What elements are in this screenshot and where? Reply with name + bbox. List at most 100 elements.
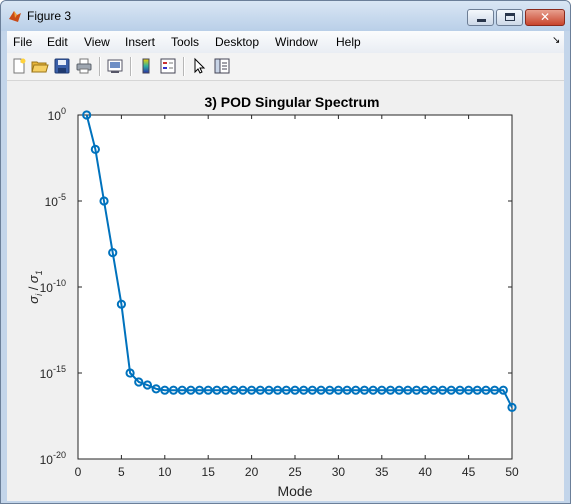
axes-box bbox=[77, 114, 513, 460]
insert-colorbar-icon[interactable] bbox=[137, 57, 155, 75]
data-point-marker bbox=[247, 385, 257, 395]
data-point-marker bbox=[168, 385, 179, 395]
data-point-marker bbox=[264, 385, 274, 395]
data-point-marker bbox=[359, 385, 370, 395]
x-tick-label: 10 bbox=[158, 465, 172, 479]
x-axis-label: Mode bbox=[277, 483, 312, 499]
x-tick-label: 45 bbox=[462, 465, 476, 479]
window-client: File Edit View Insert Tools Desktop Wind… bbox=[7, 31, 564, 501]
edit-plot-icon[interactable] bbox=[190, 57, 208, 75]
menu-file[interactable]: File bbox=[13, 35, 33, 49]
title-bar[interactable]: Figure 3 ✕ bbox=[1, 1, 570, 31]
data-point-marker bbox=[142, 380, 153, 390]
x-tick-label: 35 bbox=[375, 465, 389, 479]
data-point-marker bbox=[377, 385, 387, 395]
axis-ticks: 0 5 10 15 20 25 30 35 40 45 50 100 10-5 10-10 10-15 10-… bbox=[40, 106, 519, 479]
new-figure-icon[interactable] bbox=[10, 57, 28, 75]
data-point-marker bbox=[437, 385, 448, 395]
data-point-marker bbox=[177, 385, 187, 395]
menu-insert[interactable]: Insert bbox=[125, 35, 156, 49]
property-inspector-icon[interactable] bbox=[213, 57, 231, 75]
data-point-marker bbox=[472, 385, 482, 395]
data-point-marker bbox=[507, 402, 517, 412]
y-tick-label: 10-20 bbox=[40, 450, 66, 467]
save-icon[interactable] bbox=[53, 57, 71, 75]
figure-toolbar bbox=[7, 53, 564, 81]
y-tick-label: 10-10 bbox=[40, 278, 66, 295]
data-point-marker bbox=[368, 385, 378, 395]
plot-canvas[interactable]: 3) POD Singular Spectrum Mode σi / σ1 0 5… bbox=[7, 81, 564, 501]
minimize-button[interactable] bbox=[467, 9, 494, 26]
data-point-marker bbox=[273, 385, 283, 395]
menu-view[interactable]: View bbox=[84, 35, 110, 49]
data-point-marker bbox=[403, 385, 413, 395]
x-tick-label: 5 bbox=[118, 465, 125, 479]
data-point-marker bbox=[82, 110, 92, 120]
x-tick-label: 25 bbox=[288, 465, 302, 479]
x-tick-label: 0 bbox=[75, 465, 82, 479]
data-point-marker bbox=[116, 299, 127, 309]
menu-help[interactable]: Help bbox=[336, 35, 361, 49]
y-tick-label: 100 bbox=[48, 106, 66, 123]
data-point-marker bbox=[455, 385, 465, 395]
data-point-marker bbox=[420, 385, 430, 395]
x-tick-label: 40 bbox=[419, 465, 433, 479]
menu-window[interactable]: Window bbox=[275, 35, 318, 49]
y-tick-label: 10-5 bbox=[45, 192, 66, 209]
window-title: Figure 3 bbox=[27, 9, 72, 23]
data-point-marker bbox=[385, 385, 396, 395]
data-point-marker bbox=[342, 385, 352, 395]
insert-legend-icon[interactable] bbox=[159, 57, 177, 75]
open-file-icon[interactable] bbox=[31, 57, 49, 75]
close-icon: ✕ bbox=[539, 10, 551, 24]
dock-arrow-icon[interactable]: ↘ bbox=[552, 35, 561, 46]
print-icon[interactable] bbox=[75, 57, 93, 75]
data-point-marker bbox=[99, 196, 109, 206]
matlab-logo-icon bbox=[9, 11, 21, 22]
data-series bbox=[82, 110, 517, 412]
data-point-marker bbox=[212, 385, 222, 395]
x-tick-label: 30 bbox=[332, 465, 346, 479]
menu-bar: File Edit View Insert Tools Desktop Wind… bbox=[7, 31, 564, 53]
maximize-icon bbox=[505, 13, 515, 21]
chart-title: 3) POD Singular Spectrum bbox=[204, 94, 379, 110]
data-point-marker bbox=[229, 385, 239, 395]
data-point-marker bbox=[220, 385, 231, 395]
data-point-marker bbox=[464, 385, 474, 395]
menu-desktop[interactable]: Desktop bbox=[215, 35, 260, 49]
y-axis-label: σi / σ1 bbox=[26, 270, 44, 304]
data-point-marker bbox=[194, 385, 205, 395]
data-point-marker bbox=[255, 385, 265, 395]
maximize-button[interactable] bbox=[496, 9, 523, 26]
data-point-marker bbox=[316, 385, 326, 395]
data-point-marker bbox=[90, 144, 100, 155]
data-point-marker bbox=[333, 385, 343, 395]
x-tick-label: 20 bbox=[245, 465, 259, 479]
x-tick-label: 50 bbox=[505, 465, 519, 479]
data-point-marker bbox=[281, 385, 291, 395]
data-point-marker bbox=[238, 385, 248, 395]
link-plot-icon[interactable] bbox=[106, 57, 124, 75]
data-point-marker bbox=[203, 385, 213, 395]
data-point-marker bbox=[134, 377, 144, 387]
close-button[interactable]: ✕ bbox=[525, 9, 565, 26]
menu-edit[interactable]: Edit bbox=[47, 35, 68, 49]
data-point-marker bbox=[498, 385, 508, 395]
toolbar-separator bbox=[130, 57, 132, 76]
data-point-marker bbox=[125, 368, 135, 378]
toolbar-separator bbox=[183, 57, 185, 76]
minimize-icon bbox=[477, 19, 486, 22]
data-point-marker bbox=[446, 385, 456, 395]
data-point-marker bbox=[290, 385, 300, 395]
data-point-marker bbox=[299, 385, 309, 395]
menu-tools[interactable]: Tools bbox=[171, 35, 200, 49]
data-point-marker bbox=[351, 385, 361, 395]
data-point-marker bbox=[481, 385, 491, 395]
data-point-marker bbox=[394, 385, 404, 395]
data-point-marker bbox=[307, 385, 317, 395]
data-point-marker bbox=[429, 385, 439, 395]
toolbar-separator bbox=[99, 57, 101, 76]
data-point-marker bbox=[325, 385, 335, 395]
x-tick-label: 15 bbox=[202, 465, 216, 479]
